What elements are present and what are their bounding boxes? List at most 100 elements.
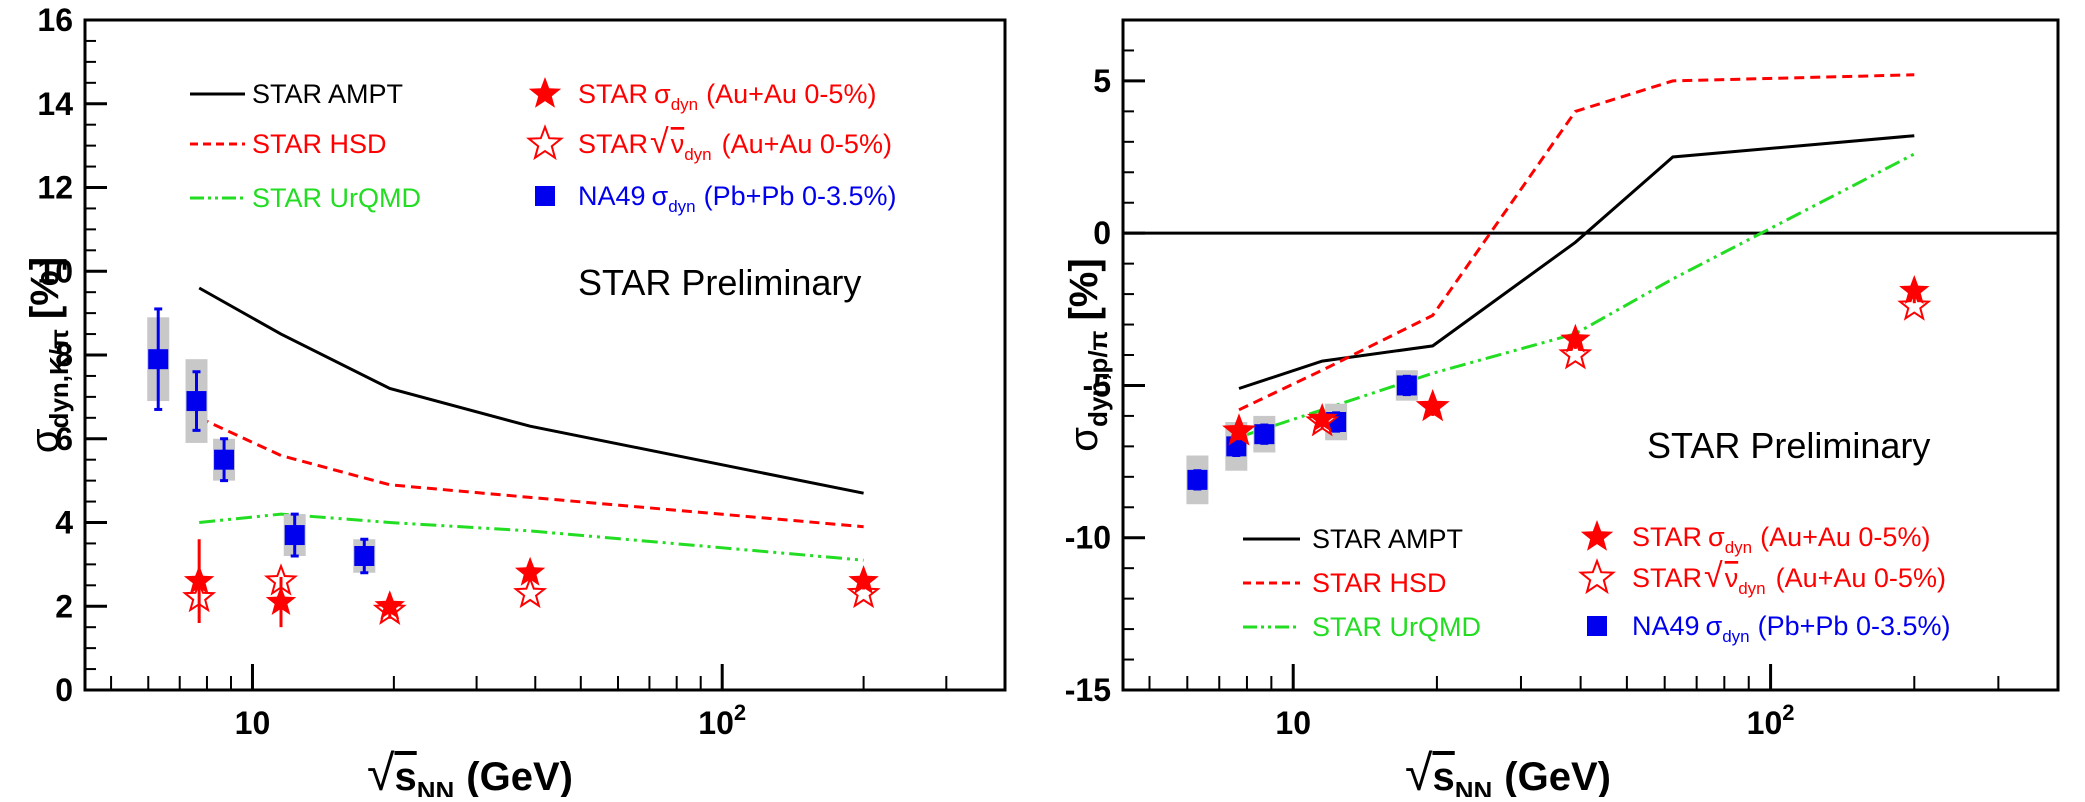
- legend-star-filled-marker: [1580, 520, 1614, 551]
- y-axis-symbol: σ: [23, 428, 67, 453]
- legend-suffix: (Pb+Pb 0-3.5%): [1758, 611, 1951, 641]
- y-tick-value: 6: [55, 421, 73, 457]
- model-line-hsd: [1238, 73, 1915, 412]
- y-tick-value: -5: [1083, 367, 1111, 403]
- legend-subscript: dyn: [1725, 538, 1752, 557]
- y-axis-subscript: dyn,p/π: [1083, 330, 1113, 427]
- legend-text-urqmd: STAR UrQMD: [252, 183, 421, 213]
- y-axis-unit: [%]: [1062, 258, 1106, 320]
- y-tick-value: 0: [1093, 215, 1111, 251]
- x-axis-subscript: NN: [1455, 776, 1493, 797]
- legend-label-star-sigma: STAR σdyn (Au+Au 0-5%): [1632, 522, 1930, 557]
- legend-symbol: ν: [1725, 563, 1739, 593]
- legend-prefix: NA49: [1632, 611, 1700, 641]
- x-axis-subscript: NN: [417, 776, 455, 797]
- legend-star-open-marker: [1578, 558, 1616, 595]
- legend-na49-marker: [1587, 616, 1607, 636]
- legend-symbol: σ: [1708, 522, 1725, 552]
- x-tick-base: 10: [1747, 705, 1783, 741]
- na49-marker: [1254, 424, 1275, 445]
- x-tick-label: 10: [235, 705, 271, 741]
- y-tick-value: 16: [37, 2, 73, 38]
- x-tick-label: 102: [698, 700, 746, 741]
- legend-text-hsd: STAR HSD: [252, 129, 387, 159]
- na49-marker: [1187, 469, 1208, 490]
- legend-label-ampt: STAR AMPT: [252, 79, 403, 109]
- y-tick-label: -5: [1083, 367, 1111, 403]
- y-axis-unit: [%]: [23, 257, 67, 319]
- na49-marker: [354, 546, 375, 566]
- na49-marker: [1396, 375, 1417, 396]
- legend-star-filled-marker: [528, 77, 562, 108]
- x-tick-label: 102: [1747, 700, 1795, 741]
- star-nu-marker: [1897, 288, 1932, 321]
- model-line-urqmd: [199, 512, 864, 562]
- x-axis-symbol: s: [1432, 755, 1454, 797]
- y-tick-label: 16: [37, 2, 73, 38]
- star-nu-marker: [513, 575, 548, 609]
- legend-prefix: STAR: [1632, 563, 1702, 593]
- legend-suffix: (Au+Au 0-5%): [1760, 522, 1930, 552]
- y-tick-value: -10: [1065, 520, 1111, 556]
- y-axis-symbol: σ: [1062, 427, 1106, 452]
- legend-label-hsd: STAR HSD: [252, 129, 387, 159]
- legend-subscript: dyn: [1738, 579, 1765, 598]
- x-tick-label: 10: [1275, 705, 1311, 741]
- star-nu-marker: [1558, 337, 1593, 370]
- star-sigma-marker: [1223, 415, 1255, 445]
- star-sigma-marker: [265, 586, 297, 615]
- y-tick-value: 10: [37, 253, 73, 289]
- legend-text-urqmd: STAR UrQMD: [1312, 612, 1481, 642]
- y-tick-label: 14: [37, 86, 73, 122]
- x-axis-title: √sNN (GeV): [367, 745, 573, 797]
- legend-text-hsd: STAR HSD: [1312, 568, 1447, 598]
- y-tick-label: 12: [37, 170, 73, 206]
- na49-marker: [148, 349, 169, 370]
- model-line-ampt: [1238, 134, 1915, 390]
- legend-symbol: σ: [652, 181, 669, 211]
- legend-root: √: [1704, 557, 1723, 595]
- legend-label-urqmd: STAR UrQMD: [1312, 612, 1481, 642]
- y-tick-value: 2: [55, 588, 73, 624]
- legend-subscript: dyn: [1722, 627, 1749, 646]
- x-tick-base: 10: [1275, 705, 1311, 741]
- legend-text-ampt: STAR AMPT: [252, 79, 403, 109]
- legend-prefix: STAR: [578, 79, 648, 109]
- x-axis-unit: (GeV): [466, 755, 573, 797]
- legend-na49-marker: [535, 186, 555, 206]
- y-tick-label: 4: [55, 505, 73, 541]
- y-tick-value: 12: [37, 170, 73, 206]
- legend-label-star-sigma: STAR σdyn (Au+Au 0-5%): [578, 79, 876, 114]
- model-line-ampt: [198, 286, 864, 495]
- na49-marker: [214, 449, 235, 470]
- legend-prefix: NA49: [578, 181, 646, 211]
- legend-prefix: STAR: [1632, 522, 1702, 552]
- model-line-hsd: [198, 416, 864, 529]
- legend-label-na49: NA49 σdyn (Pb+Pb 0-3.5%): [578, 181, 897, 216]
- model-line-urqmd: [1238, 152, 1915, 439]
- legend-label-na49: NA49 σdyn (Pb+Pb 0-3.5%): [1632, 611, 1951, 646]
- legend-label-hsd: STAR HSD: [1312, 568, 1447, 598]
- legend-label-urqmd: STAR UrQMD: [252, 183, 421, 213]
- legend-symbol: ν: [671, 129, 685, 159]
- na49-marker: [186, 391, 207, 412]
- y-tick-value: 4: [55, 505, 73, 541]
- y-tick-value: 14: [37, 86, 73, 122]
- y-axis-title: σdyn,K/π [%]: [23, 257, 74, 453]
- legend-suffix: (Au+Au 0-5%): [1776, 563, 1946, 593]
- star-sigma-marker: [514, 556, 546, 586]
- legend-root: √: [650, 123, 669, 161]
- y-tick-label: 6: [55, 421, 73, 457]
- legend-subscript: dyn: [684, 145, 711, 164]
- y-tick-value: 8: [55, 337, 73, 373]
- legend-symbol: σ: [1706, 611, 1723, 641]
- star-preliminary-label: STAR Preliminary: [1647, 425, 1930, 466]
- star-sigma-marker: [1560, 323, 1591, 353]
- legend-suffix: (Pb+Pb 0-3.5%): [704, 181, 897, 211]
- star-sigma-marker: [1307, 403, 1338, 432]
